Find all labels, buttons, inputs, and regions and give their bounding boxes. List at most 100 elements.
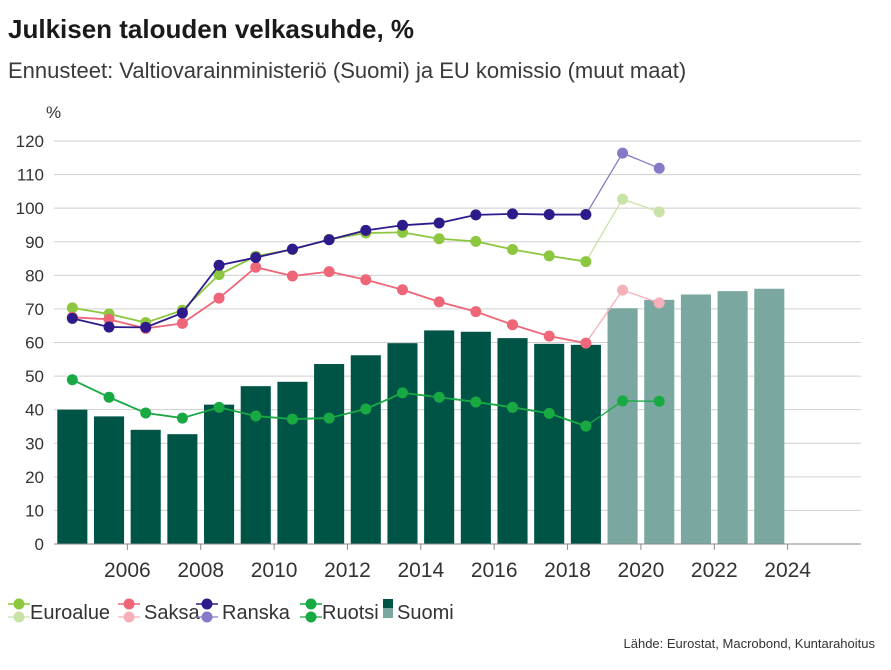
point-ruotsi: [103, 391, 115, 403]
line-segment-ruotsi: [71, 378, 110, 399]
x-tick-label: 2012: [324, 559, 371, 582]
point-saksa: [617, 284, 629, 296]
point-ranska: [286, 243, 298, 255]
legend-label: Suomi: [397, 602, 454, 624]
legend-swatch-marker: [305, 598, 317, 610]
legend-label: Ruotsi: [322, 602, 379, 624]
point-euroalue: [617, 193, 629, 205]
line-segment-ruotsi: [218, 406, 256, 417]
point-ruotsi: [653, 395, 665, 407]
point-ruotsi: [140, 407, 152, 419]
point-ranska: [213, 259, 225, 271]
line-segment-ruotsi: [255, 415, 293, 420]
point-ranska: [617, 147, 629, 159]
line-segment-saksa: [292, 270, 330, 277]
bar-suomi: [240, 386, 271, 544]
point-euroalue: [213, 269, 225, 281]
point-ranska: [433, 217, 445, 229]
line-segment-euroalue: [439, 237, 476, 243]
point-ruotsi: [323, 412, 335, 424]
line-segment-ruotsi: [439, 396, 476, 403]
line-segment-ranska: [145, 312, 183, 329]
point-ranska: [176, 307, 188, 319]
point-saksa: [396, 284, 408, 296]
bar-suomi: [167, 434, 198, 544]
line-segment-ruotsi: [182, 406, 220, 419]
point-ruotsi: [176, 412, 188, 424]
legend-swatch-bar: [383, 599, 393, 608]
bar-suomi: [460, 331, 491, 544]
bar-suomi: [424, 330, 455, 544]
point-saksa: [470, 306, 482, 318]
legend-swatch-marker-forecast: [13, 611, 25, 623]
bar-suomi: [387, 343, 418, 544]
x-tick-label: 2016: [471, 559, 518, 582]
line-segment-saksa: [255, 266, 293, 277]
point-saksa: [323, 266, 335, 278]
point-saksa: [653, 297, 665, 309]
point-euroalue: [470, 235, 482, 247]
point-ruotsi: [617, 395, 629, 407]
legend-label: Euroalue: [30, 602, 110, 624]
bar-suomi: [204, 404, 235, 544]
legend-label: Ranska: [222, 602, 291, 624]
point-ruotsi: [360, 403, 372, 415]
line-segment-saksa: [475, 310, 513, 326]
point-ruotsi: [507, 401, 519, 413]
line-segment-saksa: [218, 266, 257, 299]
line-segment-saksa: [72, 316, 110, 321]
bar-suomi: [754, 288, 785, 544]
point-saksa: [507, 319, 519, 331]
x-tick-label: 2014: [397, 559, 444, 582]
bar-suomi: [350, 355, 381, 544]
legend-swatch-marker-forecast: [201, 611, 213, 623]
bar-suomi: [717, 291, 748, 544]
line-segment-saksa: [512, 323, 550, 337]
y-tick-label: 110: [17, 166, 44, 185]
point-ranska: [470, 209, 482, 221]
x-tick-label: 2020: [618, 559, 665, 582]
point-ranska: [543, 209, 555, 221]
line-segment-ruotsi: [292, 417, 330, 420]
bar-suomi: [644, 299, 675, 544]
y-tick-label: 60: [25, 334, 44, 353]
bar-suomi: [534, 343, 565, 544]
line-segment-euroalue: [622, 198, 660, 213]
point-ranska: [66, 312, 78, 324]
axes: 2006 2008 2010 2012 2014 2016 2018 2020 2022 2024: [54, 543, 861, 582]
y-tick-label: 10: [25, 501, 44, 520]
line-segment-ruotsi: [145, 412, 183, 419]
series-lines: [66, 147, 665, 432]
point-ranska: [103, 321, 115, 333]
point-ruotsi: [213, 401, 225, 413]
line-segment-ranska: [585, 152, 624, 215]
point-ranska: [507, 208, 519, 220]
point-saksa: [543, 330, 555, 342]
point-ruotsi: [250, 410, 262, 422]
line-segment-ranska: [72, 317, 110, 328]
point-ranska: [580, 209, 592, 221]
legend-swatch-marker: [123, 598, 135, 610]
point-ranska: [323, 234, 335, 246]
line-segment-ranska: [255, 248, 293, 259]
bar-suomi: [277, 381, 308, 544]
legend-swatch-marker: [13, 598, 25, 610]
line-segment-euroalue: [402, 231, 440, 240]
bar-suomi: [130, 429, 161, 544]
y-tick-label: 100: [16, 199, 44, 218]
line-segment-euroalue: [145, 309, 183, 324]
y-tick-label: 20: [25, 468, 44, 487]
point-ruotsi: [286, 413, 298, 425]
y-tick-label: 30: [25, 434, 44, 453]
y-tick-label: 90: [25, 233, 44, 252]
point-ruotsi: [396, 387, 408, 399]
point-euroalue: [433, 233, 445, 245]
source-note: Lähde: Eurostat, Macrobond, Kuntarahoitu…: [623, 636, 876, 651]
x-tick-label: 2018: [544, 559, 591, 582]
line-segment-euroalue: [108, 313, 146, 324]
line-segment-ranska: [328, 229, 367, 241]
y-axis-unit: %: [46, 103, 61, 122]
bar-suomi: [570, 344, 601, 544]
line-segment-euroalue: [72, 307, 110, 315]
bars: [57, 288, 785, 544]
